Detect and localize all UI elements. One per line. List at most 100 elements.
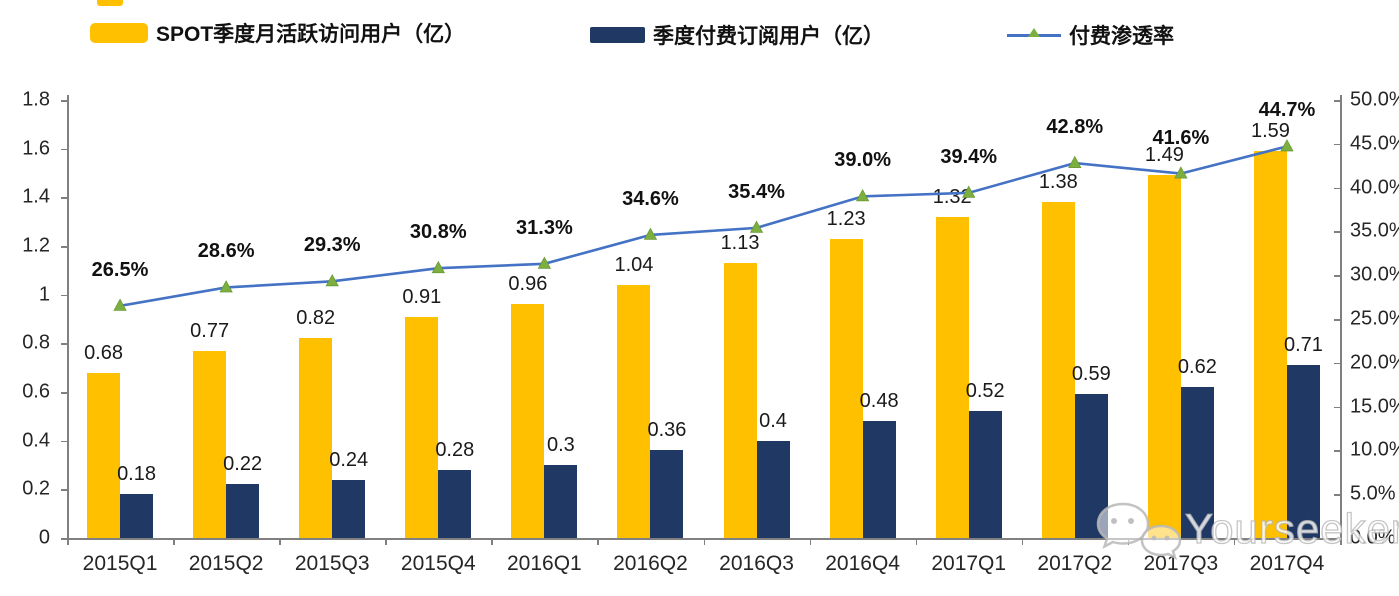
left-axis-tick [61, 440, 67, 443]
subscribers-value-label: 0.59 [1071, 363, 1111, 386]
penetration-legend-line-icon [1007, 27, 1061, 37]
left-axis-tick [61, 294, 67, 297]
subscribers-bar [332, 479, 366, 538]
penetration-marker [855, 189, 870, 202]
mau-bar [87, 372, 121, 538]
left-axis-tick [61, 246, 67, 248]
x-axis-tick [491, 538, 493, 545]
left-axis-tick [61, 343, 67, 345]
right-axis-tick [1334, 362, 1340, 365]
x-axis-category-label: 2016Q2 [613, 552, 688, 575]
subscribers-bar [120, 494, 154, 538]
subscribers-value-label: 0.71 [1283, 334, 1323, 357]
right-axis-tick [1334, 406, 1340, 409]
left-axis-tick-label: 1.4 [22, 185, 50, 208]
penetration-value-label: 44.7% [1258, 99, 1316, 122]
penetration-marker [113, 298, 127, 311]
right-axis-tick [1334, 450, 1340, 452]
mau-bar [511, 304, 545, 538]
mau-value-label: 0.96 [508, 273, 548, 296]
penetration-value-label: 29.3% [303, 234, 361, 257]
right-axis-tick [1334, 319, 1340, 321]
left-axis-tick [61, 489, 67, 491]
x-axis-category-label: 2017Q3 [1143, 552, 1219, 575]
mau-bar [617, 284, 651, 538]
x-axis-tick [1021, 538, 1024, 545]
mau-bar [193, 350, 227, 538]
x-axis-category-label: 2015Q2 [188, 552, 264, 575]
right-axis-tick [1334, 187, 1340, 190]
left-axis-tick [61, 197, 67, 199]
x-axis-tick [597, 538, 599, 545]
subscribers-bar [226, 484, 260, 538]
x-axis-tick [67, 538, 69, 545]
right-axis-tick-label: 35.0% [1350, 219, 1399, 242]
left-axis-tick-label: 0.8 [22, 331, 50, 354]
penetration-value-label: 41.6% [1152, 126, 1210, 149]
left-axis-line [67, 95, 69, 538]
subscribers-value-label: 0.24 [329, 448, 369, 471]
subscribers-value-label: 0.36 [647, 419, 687, 442]
left-axis-tick-label: 0.2 [22, 477, 50, 500]
left-axis-tick-label: 1.2 [22, 234, 50, 257]
subscribers-value-label: 0.18 [117, 463, 156, 486]
subscribers-bar [438, 469, 472, 538]
subscribers-bar [544, 465, 578, 538]
x-axis-tick [385, 538, 387, 545]
left-axis-tick [61, 392, 67, 394]
left-axis-tick-label: 0.4 [22, 429, 50, 452]
subscribers-bar [968, 411, 1002, 538]
penetration-marker [643, 227, 658, 240]
subscribers-bar [862, 421, 896, 538]
x-axis-tick [1233, 538, 1236, 545]
x-axis-tick [173, 538, 175, 545]
right-axis-tick-label: 10.0% [1350, 438, 1399, 461]
subscribers-bar [756, 440, 790, 538]
x-axis-category-label: 2016Q1 [507, 552, 582, 575]
subscribers-value-label: 0.3 [546, 434, 575, 456]
left-axis-tick [61, 148, 67, 151]
subscribers-legend-swatch [590, 27, 645, 43]
subscribers-value-label: 0.48 [859, 390, 899, 413]
subscribers-value-label: 0.4 [759, 409, 787, 432]
penetration-line [119, 145, 1288, 308]
subscribers-bar [650, 450, 684, 538]
mau-value-label: 1.38 [1038, 171, 1078, 194]
mau-bar [935, 216, 969, 538]
left-axis-tick-label: 1.8 [22, 88, 50, 111]
right-axis-tick [1334, 143, 1340, 146]
right-axis-tick [1334, 275, 1340, 277]
x-axis-category-label: 2017Q1 [931, 552, 1007, 575]
penetration-marker [431, 260, 445, 274]
right-axis-tick-label: 30.0% [1350, 263, 1399, 286]
mau-value-label: 1.13 [720, 232, 760, 255]
mau-bar [723, 263, 757, 538]
left-axis-tick [61, 100, 67, 102]
subscribers-bar [1286, 365, 1320, 538]
mau-bar [1147, 175, 1181, 538]
x-axis-tick [1340, 538, 1342, 545]
x-axis-tick [1127, 538, 1130, 545]
subscribers-value-label: 0.22 [223, 453, 263, 476]
subscribers-legend-label: 季度付费订阅用户（亿） [653, 25, 884, 48]
left-axis-tick [61, 538, 67, 540]
x-axis-category-label: 2015Q1 [82, 552, 158, 575]
subscribers-value-label: 0.28 [435, 438, 475, 461]
right-axis-line [1340, 95, 1342, 538]
left-axis-tick-label: 1.6 [22, 137, 50, 160]
mau-bar [405, 316, 439, 538]
subscribers-bar [1074, 394, 1108, 538]
right-axis-tick [1334, 538, 1340, 540]
x-axis-tick [915, 538, 918, 545]
mau-value-label: 1.32 [932, 185, 972, 208]
x-axis-category-label: 2016Q3 [719, 552, 794, 575]
penetration-value-label: 34.6% [622, 187, 679, 210]
x-axis-category-label: 2016Q4 [825, 552, 900, 575]
mau-legend-swatch [90, 23, 148, 43]
left-axis-tick-label: 0 [38, 526, 50, 549]
mau-value-label: 0.77 [190, 319, 230, 342]
right-axis-tick-label: 20.0% [1350, 351, 1399, 374]
penetration-marker [537, 256, 552, 269]
right-axis-tick [1334, 494, 1340, 496]
